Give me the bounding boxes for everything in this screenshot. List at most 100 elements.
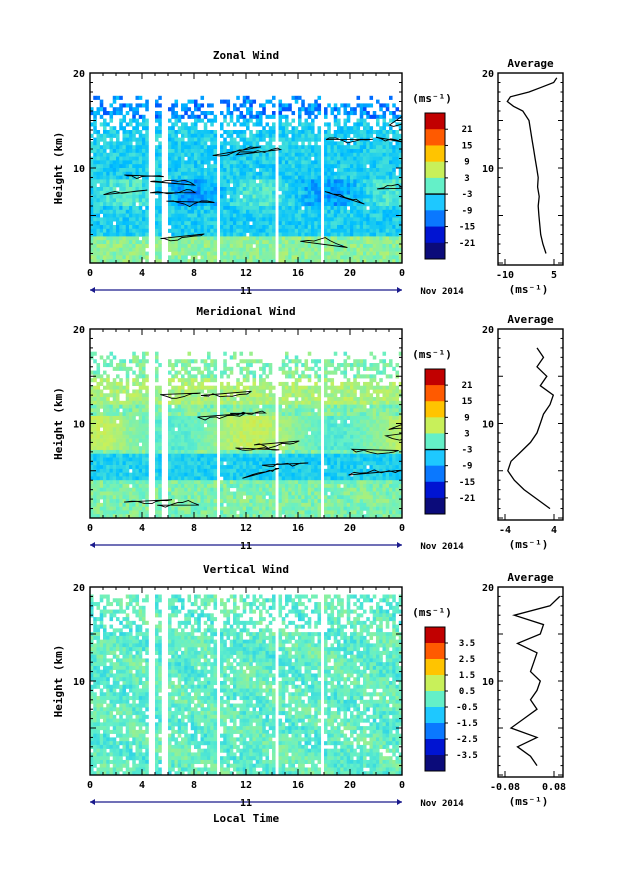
heatmap-cell [363, 122, 367, 127]
heatmap-cell [135, 232, 140, 237]
heatmap-cell [138, 363, 143, 368]
heatmap-cell [333, 427, 338, 432]
heatmap-cell [281, 164, 286, 169]
heatmap-cell [181, 187, 185, 192]
heatmap-cell [281, 202, 286, 207]
heatmap-cell [226, 99, 231, 104]
heatmap-cell [385, 404, 390, 409]
heatmap-cell [294, 141, 299, 146]
heatmap-cell [281, 244, 286, 249]
heatmap-cell [174, 244, 179, 249]
heatmap-cell [324, 363, 328, 368]
heatmap-cell [288, 202, 292, 207]
heatmap-cell [177, 187, 182, 192]
heatmap-cell [379, 385, 383, 390]
heatmap-cell [385, 240, 390, 245]
heatmap-cell [259, 122, 263, 127]
heatmap-cell [158, 164, 162, 169]
heatmap-cell [298, 183, 302, 188]
heatmap-cell [395, 419, 400, 424]
heatmap-cell [223, 99, 227, 104]
heatmap-cell [376, 118, 380, 123]
heatmap-cell [122, 198, 127, 203]
heatmap-cell [356, 408, 361, 413]
heatmap-cell [298, 118, 302, 123]
heatmap-cell [96, 190, 101, 195]
heatmap-cell [281, 168, 286, 173]
heatmap-cell [359, 221, 364, 226]
heatmap-cell [90, 187, 94, 192]
heatmap-cell [129, 152, 133, 157]
heatmap-cell [181, 251, 185, 256]
heatmap-cell [168, 408, 172, 413]
heatmap-cell [252, 175, 257, 180]
heatmap-cell [395, 400, 400, 405]
heatmap-cell [168, 240, 172, 245]
heatmap-cell [259, 202, 263, 207]
heatmap-cell [288, 137, 292, 142]
heatmap-cell [174, 149, 179, 154]
heatmap-cell [106, 400, 110, 405]
heatmap-cell [337, 145, 341, 150]
heatmap-cell [294, 206, 299, 211]
heatmap-cell [184, 149, 188, 154]
heatmap-cell [372, 209, 377, 214]
heatmap-cell [119, 221, 123, 226]
heatmap-cell [291, 179, 296, 184]
heatmap-cell [142, 183, 146, 188]
heatmap-cell [385, 400, 390, 405]
heatmap-cell [99, 247, 104, 252]
heatmap-cell [268, 130, 273, 135]
heatmap-cell [177, 126, 182, 131]
heatmap-cell [337, 221, 341, 226]
heatmap-cell [138, 122, 143, 127]
heatmap-cell [304, 232, 309, 237]
heatmap-cell [242, 236, 247, 241]
heatmap-cell [194, 259, 198, 264]
heatmap-cell [184, 359, 188, 364]
heatmap-cell [200, 423, 205, 428]
heatmap-cell [138, 198, 143, 203]
heatmap-cell [294, 152, 299, 157]
heatmap-cell [213, 232, 218, 237]
heatmap-cell [168, 419, 172, 424]
heatmap-cell [337, 213, 341, 218]
heatmap-cell [252, 133, 257, 138]
heatmap-cell [90, 111, 94, 116]
heatmap-cell [382, 137, 387, 142]
heatmap-cell [259, 378, 263, 383]
heatmap-cell [379, 240, 383, 245]
heatmap-cell [314, 381, 318, 386]
heatmap-cell [369, 378, 374, 383]
heatmap-cell [359, 236, 364, 241]
heatmap-cell [181, 228, 185, 233]
heatmap-cell [184, 160, 188, 165]
heatmap-cell [359, 423, 364, 428]
heatmap-cell [96, 95, 101, 100]
heatmap-cell [356, 103, 361, 108]
heatmap-cell [226, 175, 231, 180]
heatmap-cell [301, 145, 305, 150]
heatmap-cell [177, 198, 182, 203]
heatmap-cell [356, 175, 361, 180]
heatmap-cell [272, 404, 276, 409]
heatmap-cell [392, 415, 396, 421]
heatmap-cell [226, 133, 231, 138]
heatmap-cell [304, 255, 309, 260]
heatmap-cell [278, 171, 283, 176]
heatmap-cell [177, 423, 182, 428]
heatmap-cell [389, 228, 393, 233]
heatmap-cell [350, 130, 354, 135]
heatmap-cell [93, 122, 97, 127]
heatmap-cell [233, 259, 237, 264]
heatmap-cell [158, 217, 162, 222]
heatmap-cell [145, 259, 149, 264]
heatmap-cell [311, 160, 315, 165]
heatmap-cell [294, 366, 299, 371]
heatmap-cell [307, 145, 312, 150]
heatmap-cell [103, 419, 107, 424]
heatmap-cell [116, 232, 120, 237]
heatmap-cell [385, 251, 390, 256]
heatmap-cell [200, 179, 205, 184]
heatmap-cell [317, 107, 322, 112]
